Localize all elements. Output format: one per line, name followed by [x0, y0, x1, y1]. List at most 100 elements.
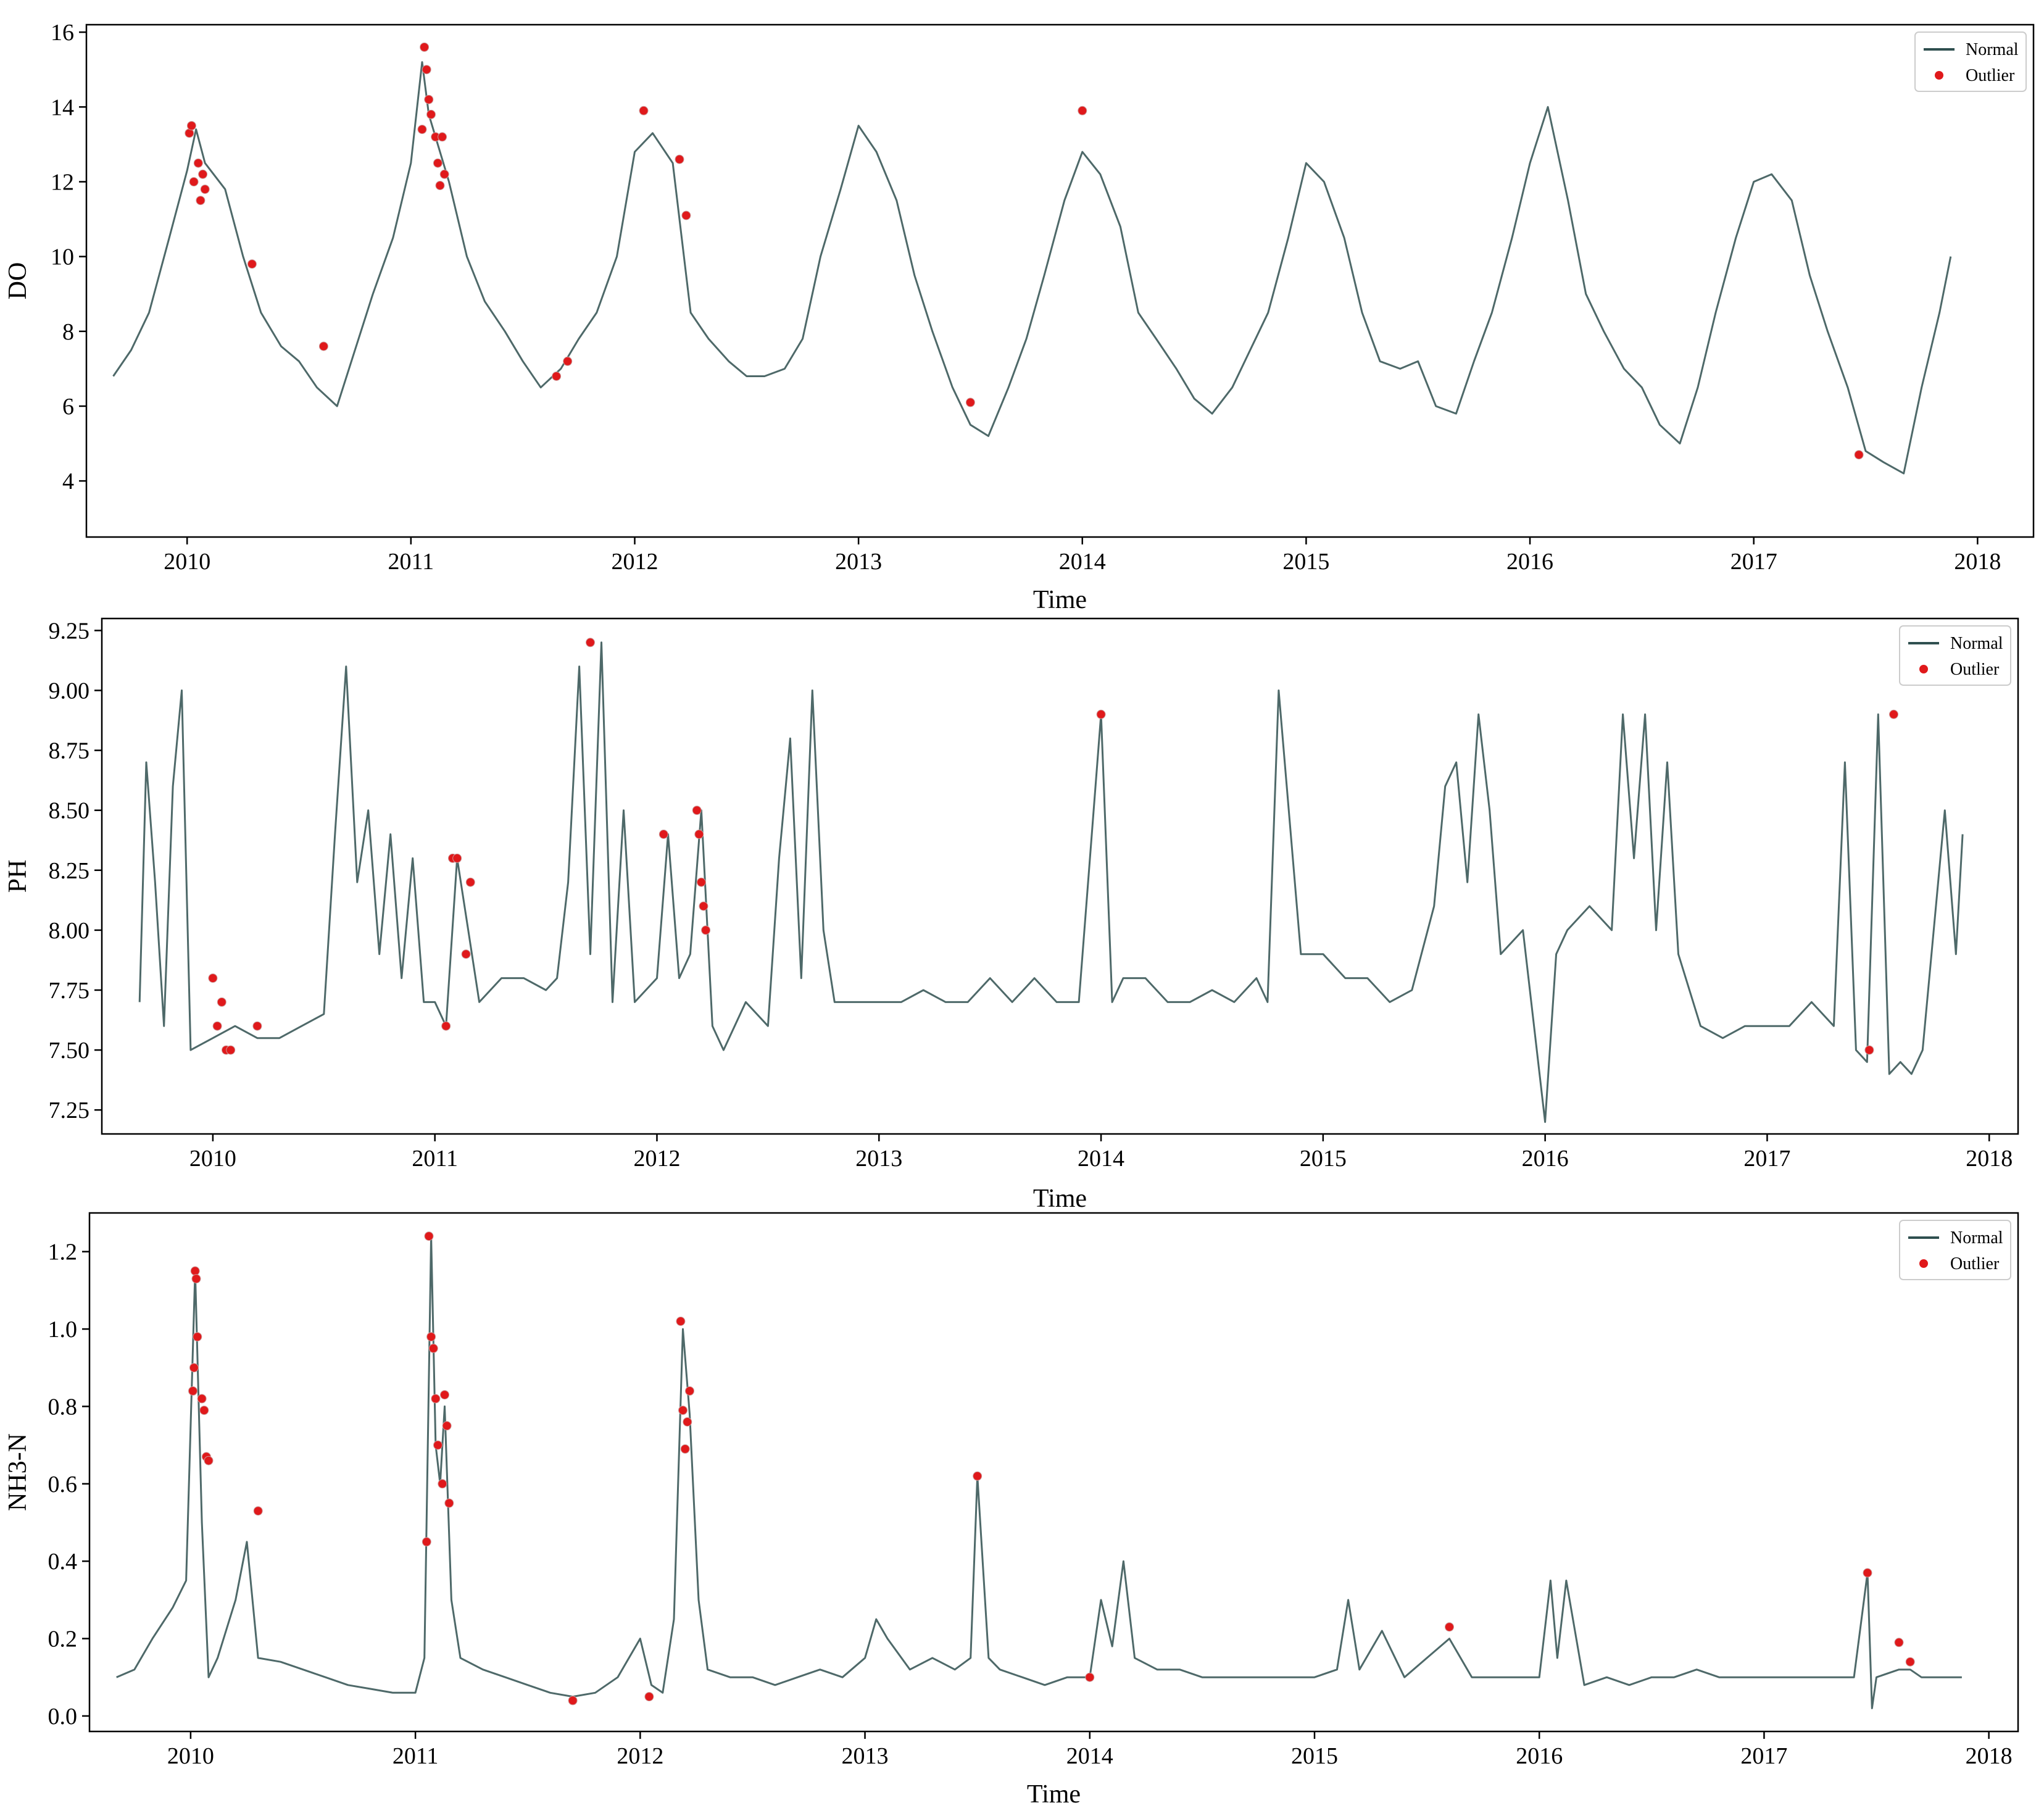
outlier-point	[681, 210, 691, 220]
x-tick-label: 2015	[1291, 1743, 1338, 1769]
outlier-point	[1085, 1672, 1095, 1682]
outlier-point	[189, 1363, 199, 1373]
outlier-point	[200, 185, 210, 194]
legend: Normal Outlier	[1914, 31, 2027, 92]
y-tick-label: 7.75	[49, 978, 90, 1004]
outlier-point	[440, 1390, 449, 1400]
chart-panel-do: 2010 2011 2012 2013 2014 2015 2016 2017 2018 4 6 8 1…	[4, 20, 2035, 614]
outlier-point	[420, 42, 430, 52]
chart-panel-nh3-n: 2010 2011 2012 2013 2014 2015 2016 2017 2018 0.0 0…	[4, 1212, 2019, 1808]
y-tick-label: 7.25	[49, 1098, 90, 1123]
outlier-point	[563, 356, 573, 366]
outlier-point	[441, 1021, 451, 1031]
outlier-point	[444, 1498, 454, 1508]
legend-outlier-swatch	[1935, 71, 1943, 80]
x-axis-label: Time	[1033, 1185, 1087, 1213]
legend-outlier-swatch	[1919, 665, 1928, 673]
y-tick-label: 0.6	[48, 1472, 78, 1498]
outlier-point	[680, 1444, 690, 1454]
x-tick-label: 2016	[1522, 1146, 1569, 1172]
outlier-point	[658, 830, 668, 839]
x-tick-label: 2011	[412, 1146, 458, 1172]
x-tick-label: 2011	[388, 549, 434, 575]
outlier-point	[1863, 1568, 1872, 1578]
outlier-point	[552, 372, 562, 381]
outlier-point	[676, 1317, 686, 1326]
outlier-point	[1889, 709, 1898, 719]
y-tick-label: 9.00	[49, 678, 90, 704]
x-axis-label: Time	[1027, 1780, 1081, 1808]
x-tick-label: 2014	[1078, 1146, 1124, 1172]
outlier-point	[426, 1332, 436, 1342]
y-axis-label: DO	[4, 262, 32, 300]
y-tick-label: 12	[51, 169, 74, 195]
outlier-point	[438, 132, 447, 142]
series-line-normal	[116, 1235, 1962, 1709]
outlier-point	[586, 638, 595, 648]
x-tick-label: 2015	[1282, 549, 1329, 575]
x-tick-label: 2014	[1059, 549, 1106, 575]
outlier-point	[973, 1471, 983, 1481]
outlier-point	[694, 830, 704, 839]
x-tick-label: 2011	[393, 1743, 439, 1769]
outlier-point	[199, 1406, 209, 1415]
outlier-point	[318, 341, 328, 351]
outlier-point	[417, 125, 427, 135]
legend-outlier-swatch	[1919, 1259, 1928, 1268]
outlier-point	[190, 1266, 200, 1276]
plot-frame	[101, 617, 2019, 1135]
x-tick-label: 2010	[167, 1743, 214, 1769]
outlier-point	[438, 1479, 447, 1489]
outlier-point	[428, 1343, 438, 1353]
legend-outlier-label: Outlier	[1966, 66, 2015, 85]
outlier-point	[1854, 450, 1864, 460]
x-tick-label: 2013	[855, 1146, 902, 1172]
outlier-point	[253, 1506, 263, 1516]
outlier-point	[442, 1421, 452, 1431]
y-tick-label: 1.2	[48, 1239, 78, 1265]
legend: Normal Outlier	[1899, 1220, 2011, 1280]
legend-outlier-label: Outlier	[1950, 660, 2000, 679]
outlier-point	[639, 106, 649, 115]
outlier-point	[422, 65, 431, 75]
outlier-point	[189, 177, 199, 186]
y-tick-label: 8	[62, 319, 74, 345]
outlier-point	[197, 1394, 207, 1404]
outlier-point	[208, 973, 218, 983]
outlier-point	[1445, 1622, 1454, 1632]
y-tick-label: 0.8	[48, 1394, 78, 1420]
outlier-point	[198, 169, 208, 179]
x-tick-label: 2017	[1740, 1743, 1787, 1769]
legend-outlier-label: Outlier	[1950, 1254, 2000, 1273]
x-axis-label: Time	[1033, 586, 1087, 614]
y-tick-label: 8.00	[49, 918, 90, 944]
x-tick-label: 2010	[189, 1146, 236, 1172]
x-tick-label: 2014	[1066, 1743, 1113, 1769]
outlier-point	[461, 949, 471, 959]
plot-frame	[88, 1212, 2019, 1733]
outlier-point	[692, 806, 702, 815]
outlier-point	[252, 1021, 262, 1031]
outlier-point	[1078, 106, 1087, 115]
x-tick-label: 2013	[842, 1743, 889, 1769]
y-tick-label: 4	[62, 469, 74, 494]
outlier-point	[204, 1456, 214, 1465]
x-tick-label: 2016	[1516, 1743, 1563, 1769]
outlier-point	[435, 181, 445, 190]
y-tick-label: 8.50	[49, 798, 90, 824]
outlier-point	[247, 259, 257, 269]
y-axis-label: NH3-N	[4, 1433, 32, 1511]
outlier-point	[1864, 1045, 1874, 1055]
outlier-point	[701, 925, 711, 935]
outlier-point	[1096, 709, 1106, 719]
y-tick-label: 10	[51, 244, 74, 270]
outlier-point	[426, 109, 436, 119]
x-tick-label: 2012	[633, 1146, 680, 1172]
outlier-point	[188, 1386, 197, 1396]
legend-normal-label: Normal	[1950, 634, 2003, 653]
y-tick-label: 9.25	[49, 618, 90, 644]
x-tick-label: 2016	[1506, 549, 1553, 575]
outlier-point	[186, 121, 196, 131]
outlier-point	[696, 877, 706, 887]
